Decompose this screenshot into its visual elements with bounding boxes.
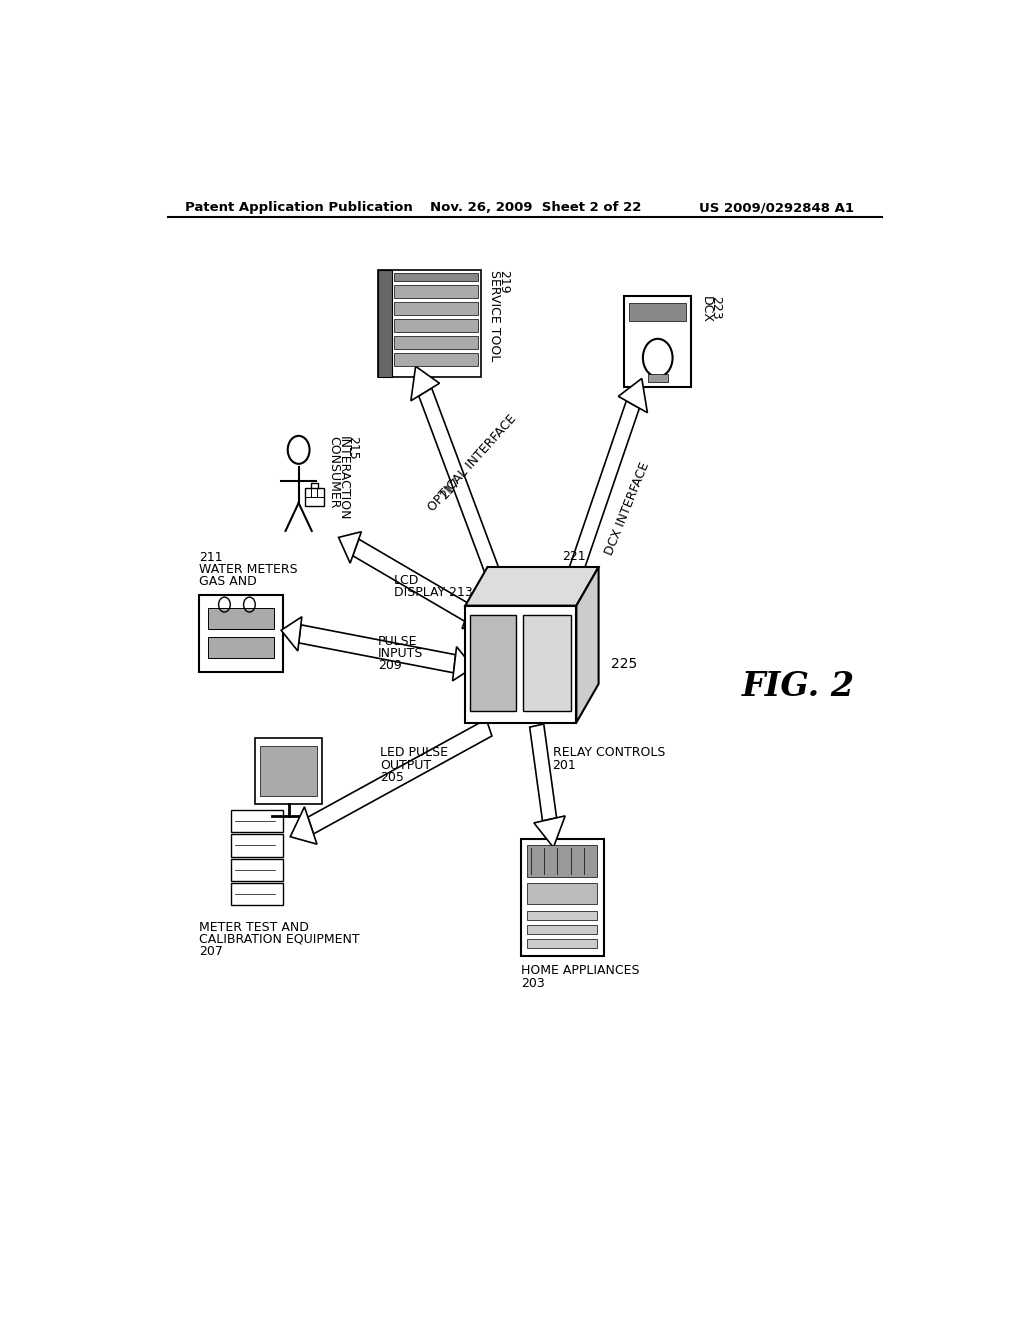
Polygon shape	[200, 595, 283, 672]
Polygon shape	[527, 845, 597, 876]
Text: OUTPUT: OUTPUT	[380, 759, 431, 772]
Polygon shape	[527, 911, 597, 920]
Text: CONSUMER: CONSUMER	[327, 436, 340, 508]
Polygon shape	[394, 337, 478, 350]
Text: 201: 201	[553, 759, 577, 772]
Polygon shape	[534, 816, 565, 847]
Text: DCX INTERFACE: DCX INTERFACE	[602, 461, 652, 557]
Polygon shape	[394, 285, 478, 298]
Text: 209: 209	[378, 659, 401, 672]
Text: DISPLAY 213: DISPLAY 213	[394, 586, 473, 599]
Polygon shape	[483, 577, 512, 611]
Polygon shape	[394, 273, 478, 281]
Polygon shape	[465, 568, 599, 606]
Text: 207: 207	[200, 945, 223, 958]
Polygon shape	[523, 615, 570, 710]
Text: WATER METERS: WATER METERS	[200, 564, 298, 576]
Polygon shape	[231, 810, 283, 833]
Polygon shape	[231, 834, 283, 857]
Polygon shape	[290, 807, 317, 845]
Polygon shape	[339, 532, 361, 564]
Polygon shape	[208, 636, 274, 657]
Polygon shape	[624, 296, 691, 387]
Text: 223: 223	[709, 296, 722, 319]
Polygon shape	[411, 367, 439, 401]
Polygon shape	[527, 939, 597, 948]
Text: 205: 205	[380, 771, 404, 784]
Polygon shape	[260, 746, 317, 796]
Polygon shape	[308, 719, 492, 834]
Text: OPTICAL INTERFACE: OPTICAL INTERFACE	[426, 412, 519, 515]
Polygon shape	[378, 271, 392, 378]
Text: 203: 203	[521, 977, 545, 990]
Polygon shape	[231, 883, 283, 906]
Polygon shape	[299, 624, 456, 673]
Polygon shape	[527, 925, 597, 935]
Text: 217: 217	[437, 475, 463, 502]
Polygon shape	[419, 388, 504, 590]
Text: 221: 221	[562, 550, 586, 564]
Polygon shape	[282, 616, 302, 651]
Polygon shape	[394, 302, 478, 315]
Polygon shape	[553, 587, 582, 622]
Polygon shape	[208, 607, 274, 630]
Polygon shape	[465, 606, 577, 722]
Text: 219: 219	[497, 271, 510, 294]
Text: PULSE: PULSE	[378, 635, 418, 648]
Polygon shape	[529, 723, 557, 821]
Text: Patent Application Publication: Patent Application Publication	[185, 201, 413, 214]
Polygon shape	[378, 271, 481, 378]
Polygon shape	[630, 302, 686, 321]
Text: DCX: DCX	[699, 296, 713, 322]
Polygon shape	[527, 883, 597, 904]
Polygon shape	[470, 615, 516, 710]
Text: LED PULSE: LED PULSE	[380, 747, 449, 759]
Text: INPUTS: INPUTS	[378, 647, 423, 660]
Polygon shape	[577, 568, 599, 722]
Polygon shape	[647, 375, 668, 381]
Text: 211: 211	[200, 550, 223, 564]
Text: HOME APPLIANCES: HOME APPLIANCES	[521, 965, 639, 977]
Text: 215: 215	[346, 436, 359, 459]
Polygon shape	[394, 319, 478, 333]
Text: LCD: LCD	[394, 574, 419, 586]
Polygon shape	[305, 488, 324, 506]
Polygon shape	[618, 379, 647, 413]
Text: CALIBRATION EQUIPMENT: CALIBRATION EQUIPMENT	[200, 933, 360, 946]
Text: FIG. 2: FIG. 2	[742, 671, 855, 704]
Text: METER TEST AND: METER TEST AND	[200, 921, 309, 933]
Text: INTERACTION: INTERACTION	[337, 436, 349, 520]
Text: US 2009/0292848 A1: US 2009/0292848 A1	[699, 201, 854, 214]
Polygon shape	[521, 840, 604, 956]
Polygon shape	[353, 539, 471, 622]
Polygon shape	[394, 354, 478, 366]
Text: Nov. 26, 2009  Sheet 2 of 22: Nov. 26, 2009 Sheet 2 of 22	[430, 201, 641, 214]
Text: RELAY CONTROLS: RELAY CONTROLS	[553, 747, 665, 759]
Polygon shape	[462, 597, 484, 628]
Polygon shape	[453, 647, 473, 681]
Polygon shape	[561, 401, 639, 599]
Text: GAS AND: GAS AND	[200, 576, 257, 589]
Polygon shape	[255, 738, 323, 804]
Text: SERVICE TOOL: SERVICE TOOL	[487, 271, 501, 362]
Polygon shape	[231, 859, 283, 880]
Text: 225: 225	[610, 657, 637, 671]
